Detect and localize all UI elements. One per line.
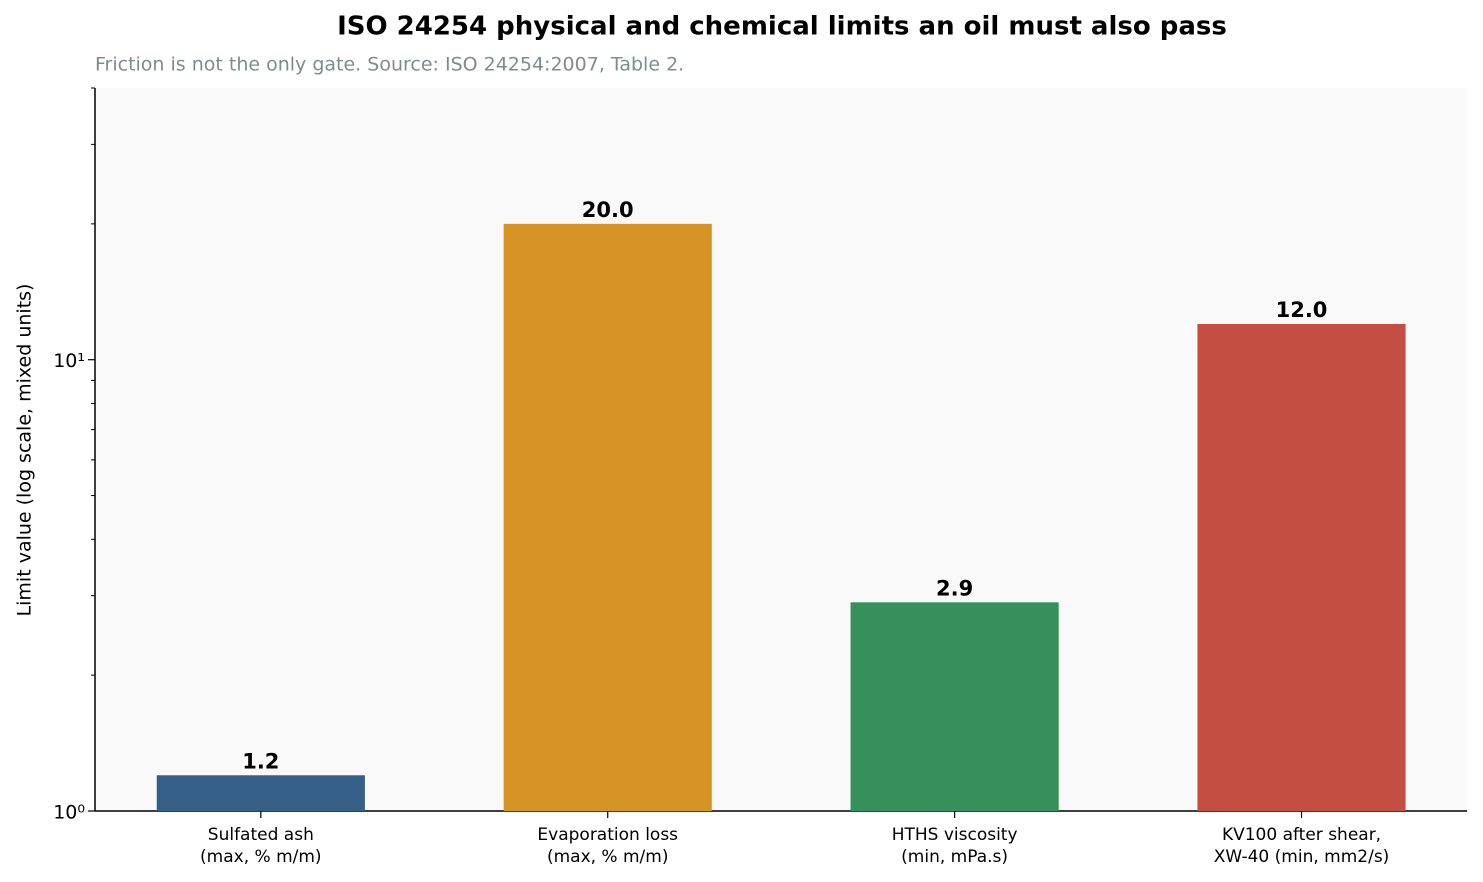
bar xyxy=(503,223,712,811)
y-tick-label: 10¹ xyxy=(53,350,85,372)
y-tick-label: 10⁰ xyxy=(53,802,85,824)
x-tick-label: KV100 after shear, XW-40 (min, mm2/s) xyxy=(1213,825,1390,867)
bar xyxy=(156,775,365,811)
x-tick-label: Sulfated ash (max, % m/m) xyxy=(200,825,322,867)
chart-subtitle: Friction is not the only gate. Source: I… xyxy=(95,54,684,76)
value-label: 1.2 xyxy=(242,749,279,773)
value-label: 2.9 xyxy=(936,576,973,600)
chart-title: ISO 24254 physical and chemical limits a… xyxy=(337,12,1227,42)
x-tick-label: Evaporation loss (max, % m/m) xyxy=(537,825,679,867)
value-label: 12.0 xyxy=(1276,298,1328,322)
y-axis-label: Limit value (log scale, mixed units) xyxy=(14,284,36,617)
x-tick-label: HTHS viscosity (min, mPa.s) xyxy=(891,825,1018,867)
bar xyxy=(1197,323,1406,811)
bar xyxy=(850,602,1059,811)
value-label: 20.0 xyxy=(582,198,634,222)
